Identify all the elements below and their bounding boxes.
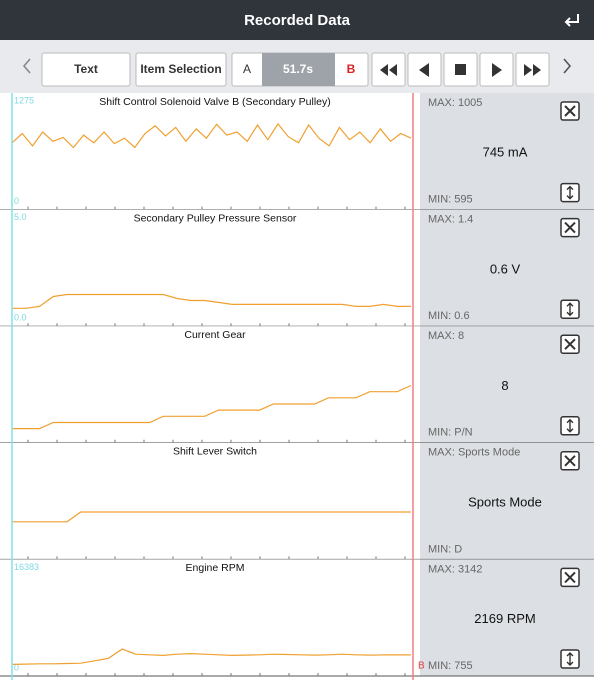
chart-area [0,209,420,327]
y-tick-label: 0.0 [14,313,27,323]
scale-icon [566,418,574,433]
chart-area [0,559,420,676]
close-icon [564,455,576,467]
header-title: Recorded Data [244,12,351,29]
y-tick-label: 0 [14,196,19,206]
close-icon [564,221,576,234]
min-label: MIN: P/N [428,427,473,439]
close-icon [564,571,576,584]
current-value: 2169 RPM [474,611,535,626]
chart-area [0,442,420,560]
chart-area [0,326,420,443]
max-label: MAX: 1005 [428,97,482,109]
y-tick-label: 1275 [14,95,34,105]
text-button[interactable] [41,52,131,87]
scale-icon [566,185,574,200]
header-bar [0,0,594,40]
stop-icon [455,64,466,75]
min-label: MIN: D [428,543,462,555]
trace-line [12,511,411,523]
playback-icons [380,63,541,77]
close-icon [564,338,576,350]
max-label: MAX: 1.4 [428,214,473,226]
current-value: 8 [501,378,508,393]
trace-line [11,648,411,665]
time-label: 51.7s [283,62,313,76]
fast-forward-button[interactable] [515,52,550,87]
marker-a: A [243,62,251,76]
panel-title: Shift Control Solenoid Valve B (Secondar… [99,96,331,108]
y-tick-label: 16383 [14,562,39,572]
rewind-icon [380,64,397,76]
trace-line [11,122,412,149]
back-button[interactable] [564,14,579,27]
current-value: 745 mA [483,145,528,160]
panel-title: Engine RPM [186,562,245,574]
text-button-label: Text [74,62,98,76]
max-label: MAX: Sports Mode [428,447,520,459]
trace-line [12,293,411,309]
y-tick-label: 5.0 [14,212,27,222]
scale-icon [566,652,574,666]
min-label: MIN: 595 [428,194,473,206]
play-icon [492,63,502,77]
step-back-icon [419,63,429,77]
cursor-b-label: B [418,661,425,672]
close-icon [564,105,576,117]
trace-line [12,384,412,430]
marker-b: B [347,62,356,76]
next-button[interactable] [563,58,572,74]
panel-title: Secondary Pulley Pressure Sensor [134,212,297,224]
rewind-button[interactable] [371,52,406,87]
max-label: MAX: 8 [428,330,464,342]
chart-area [0,93,420,210]
min-label: MIN: 0.6 [428,310,470,322]
prev-button[interactable] [22,58,31,74]
item-selection-button[interactable] [135,52,227,87]
scale-icon [566,302,574,317]
item-selection-label: Item Selection [140,62,221,76]
max-label: MAX: 3142 [428,563,482,575]
time-box [262,53,335,86]
current-value: Sports Mode [468,495,542,510]
min-label: MIN: 755 [428,660,473,672]
panel-title: Shift Lever Switch [173,446,257,458]
fast-forward-icon [524,64,541,76]
current-value: 0.6 V [490,261,521,276]
panels: 0 1275 Shift Control Solenoid Valve B (Sec… [0,93,594,677]
y-tick-label: 0 [14,662,19,672]
panel-title: Current Gear [184,329,246,341]
